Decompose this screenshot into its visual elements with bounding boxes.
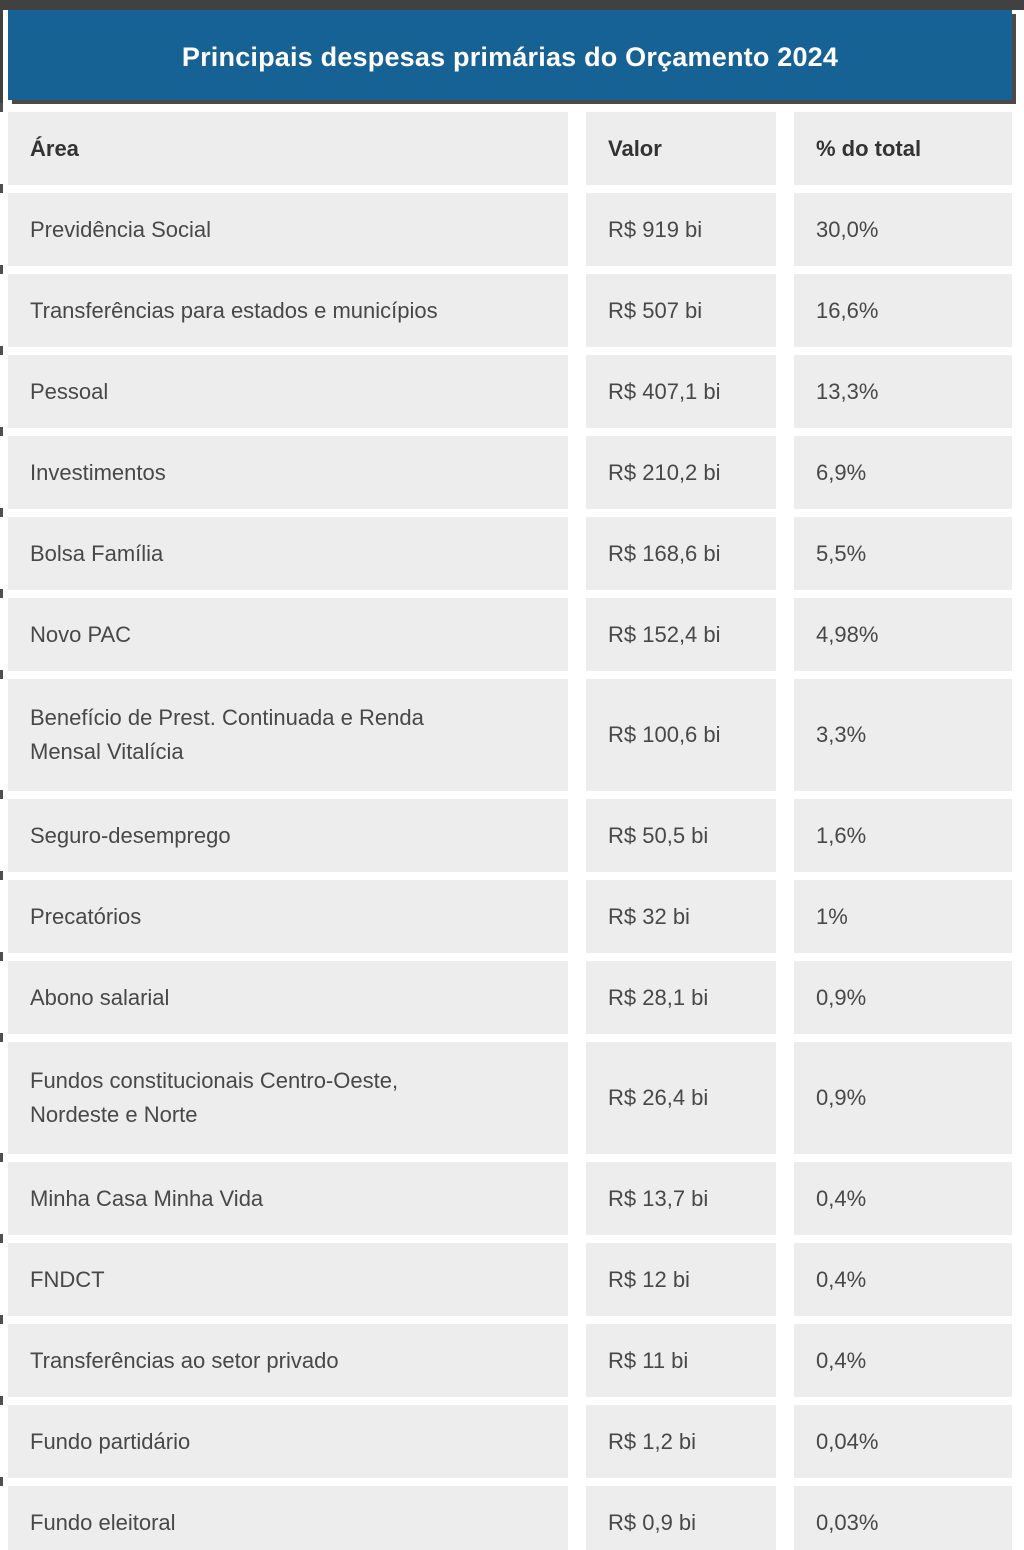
valor-cell: R$ 50,5 bi	[586, 799, 776, 872]
area-cell: Precatórios	[8, 880, 568, 953]
pct-cell: 0,4%	[794, 1324, 1012, 1397]
valor-cell: R$ 12 bi	[586, 1243, 776, 1316]
table-row: Fundo eleitoral R$ 0,9 bi 0,03%	[0, 1477, 1012, 1550]
valor-cell: R$ 32 bi	[586, 880, 776, 953]
pct-cell: 0,4%	[794, 1162, 1012, 1235]
valor-cell: R$ 28,1 bi	[586, 961, 776, 1034]
area-cell: Fundo partidário	[8, 1405, 568, 1478]
pct-cell: 0,9%	[794, 1042, 1012, 1154]
valor-cell: R$ 407,1 bi	[586, 355, 776, 428]
area-cell: Previdência Social	[8, 193, 568, 266]
area-cell: Investimentos	[8, 436, 568, 509]
table-row: Abono salarial R$ 28,1 bi 0,9%	[0, 952, 1012, 1034]
pct-cell: 1%	[794, 880, 1012, 953]
column-header-valor: Valor	[586, 112, 776, 185]
table-row: Fundo partidário R$ 1,2 bi 0,04%	[0, 1396, 1012, 1478]
column-header-pct: % do total	[794, 112, 1012, 185]
area-cell: Seguro-desemprego	[8, 799, 568, 872]
area-cell: Bolsa Família	[8, 517, 568, 590]
table-row: Precatórios R$ 32 bi 1%	[0, 871, 1012, 953]
area-cell: Fundos constitucionais Centro-Oeste, Nor…	[8, 1042, 568, 1154]
table-row: Minha Casa Minha Vida R$ 13,7 bi 0,4%	[0, 1153, 1012, 1235]
pct-cell: 16,6%	[794, 274, 1012, 347]
pct-cell: 5,5%	[794, 517, 1012, 590]
area-cell: Transferências ao setor privado	[8, 1324, 568, 1397]
column-header-area: Área	[8, 112, 568, 185]
table-row: Benefício de Prest. Continuada e Renda M…	[0, 670, 1012, 791]
table-title: Principais despesas primárias do Orçamen…	[181, 41, 839, 72]
area-cell: Benefício de Prest. Continuada e Renda M…	[8, 679, 568, 791]
table-row: Previdência Social R$ 919 bi 30,0%	[0, 184, 1012, 266]
pct-cell: 0,9%	[794, 961, 1012, 1034]
table-row: Seguro-desemprego R$ 50,5 bi 1,6%	[0, 790, 1012, 872]
pct-cell: 13,3%	[794, 355, 1012, 428]
area-cell: FNDCT	[8, 1243, 568, 1316]
pct-cell: 30,0%	[794, 193, 1012, 266]
pct-cell: 1,6%	[794, 799, 1012, 872]
area-cell: Minha Casa Minha Vida	[8, 1162, 568, 1235]
table-row: FNDCT R$ 12 bi 0,4%	[0, 1234, 1012, 1316]
table-row: Fundos constitucionais Centro-Oeste, Nor…	[0, 1033, 1012, 1154]
pct-cell: 4,98%	[794, 598, 1012, 671]
valor-cell: R$ 919 bi	[586, 193, 776, 266]
table-row: Transferências para estados e municípios…	[0, 265, 1012, 347]
pct-cell: 6,9%	[794, 436, 1012, 509]
table-row: Transferências ao setor privado R$ 11 bi…	[0, 1315, 1012, 1397]
table-row: Bolsa Família R$ 168,6 bi 5,5%	[0, 508, 1012, 590]
valor-cell: R$ 11 bi	[586, 1324, 776, 1397]
table-row: Pessoal R$ 407,1 bi 13,3%	[0, 346, 1012, 428]
pct-cell: 0,03%	[794, 1486, 1012, 1550]
table-row: Novo PAC R$ 152,4 bi 4,98%	[0, 589, 1012, 671]
pct-cell: 0,4%	[794, 1243, 1012, 1316]
valor-cell: R$ 13,7 bi	[586, 1162, 776, 1235]
area-cell: Novo PAC	[8, 598, 568, 671]
table-title-banner: Principais despesas primárias do Orçamen…	[8, 10, 1012, 100]
area-cell: Transferências para estados e municípios	[8, 274, 568, 347]
area-cell: Pessoal	[8, 355, 568, 428]
valor-cell: R$ 0,9 bi	[586, 1486, 776, 1550]
pct-cell: 3,3%	[794, 679, 1012, 791]
table-body: Área Valor % do total Previdência Social…	[0, 103, 1012, 1550]
valor-cell: R$ 100,6 bi	[586, 679, 776, 791]
table-outer-border-left	[0, 0, 3, 104]
valor-cell: R$ 210,2 bi	[586, 436, 776, 509]
valor-cell: R$ 168,6 bi	[586, 517, 776, 590]
valor-cell: R$ 152,4 bi	[586, 598, 776, 671]
valor-cell: R$ 1,2 bi	[586, 1405, 776, 1478]
area-cell: Fundo eleitoral	[8, 1486, 568, 1550]
table-header-row: Área Valor % do total	[0, 103, 1012, 185]
area-cell: Abono salarial	[8, 961, 568, 1034]
valor-cell: R$ 507 bi	[586, 274, 776, 347]
table-outer-border-top	[0, 0, 1024, 10]
table-row: Investimentos R$ 210,2 bi 6,9%	[0, 427, 1012, 509]
pct-cell: 0,04%	[794, 1405, 1012, 1478]
valor-cell: R$ 26,4 bi	[586, 1042, 776, 1154]
